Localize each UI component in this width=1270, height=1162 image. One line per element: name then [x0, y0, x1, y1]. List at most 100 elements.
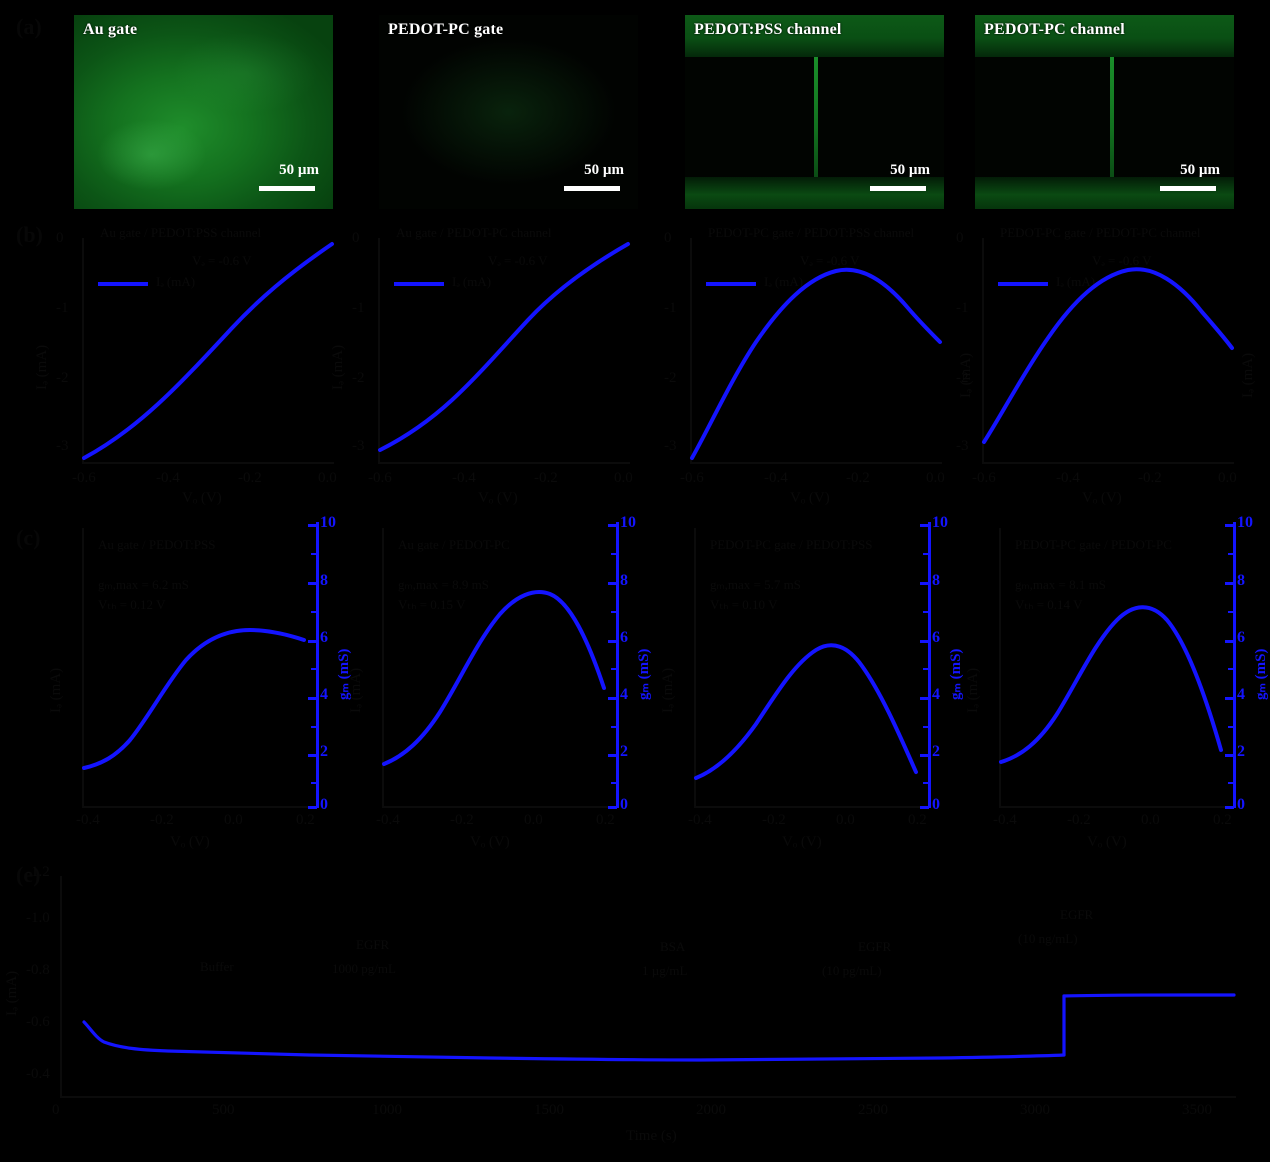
legend-label: Iₔ (mA) — [764, 274, 804, 289]
y-axis-label: Iₔ (mA) — [4, 970, 20, 1016]
plot-title: Au gate / PEDOT-PC — [398, 537, 510, 552]
right-axis-tick — [608, 697, 617, 700]
x-tick-label: -0.6 — [72, 470, 96, 486]
legend-label: Iₔ (mA) — [1056, 274, 1096, 289]
vth-annotation: Vₜₕ = 0.10 V — [710, 597, 778, 612]
x-axis-label: Vₒ (V) — [1087, 834, 1127, 850]
x-tick-label: -0.6 — [368, 470, 392, 486]
right-tick-label: 10 — [1237, 514, 1253, 531]
panel-letter-b: (b) — [16, 222, 43, 247]
y-axis-label: Iₔ (mA) — [348, 667, 364, 713]
right-axis-tick — [920, 524, 929, 527]
right-axis-tick — [920, 754, 929, 757]
channel-stripe — [1110, 57, 1114, 177]
right-tick-label: 6 — [1237, 629, 1245, 646]
plot-title: PEDOT-PC gate / PEDOT:PSS channel — [708, 225, 915, 240]
annotation-bsa-line1: BSA — [660, 939, 686, 954]
x-tick-label: -0.4 — [156, 470, 180, 486]
x-tick-label: -0.2 — [450, 812, 474, 828]
x-axis — [999, 806, 1234, 808]
legend-swatch — [98, 282, 148, 286]
x-tick-label: -0.6 — [972, 470, 996, 486]
channel-pad-left — [975, 57, 1110, 177]
x-tick-label: 0 — [52, 1102, 60, 1118]
micrograph-pedotpc-gate: PEDOT-PC gate 50 µm — [379, 15, 638, 209]
y-tick-label: -1 — [352, 300, 365, 316]
x-tick-label: 0.2 — [296, 812, 315, 828]
y-axis — [999, 528, 1001, 808]
panel-letter-e: (e) — [16, 862, 41, 887]
micrograph-image-pedotpc-gate — [379, 15, 638, 209]
x-tick-label: -0.2 — [762, 812, 786, 828]
channel-pad-left — [685, 57, 814, 177]
transfer-plot-4: PEDOT-PC gate / PEDOT-PC channel Vₔ = -0… — [956, 225, 1256, 506]
micrograph-pedotpss-channel: PEDOT:PSS channel 50 µm — [685, 15, 944, 209]
scalebar-icon — [870, 186, 926, 191]
plot-title: PEDOT-PC gate / PEDOT:PSS — [710, 537, 873, 552]
y-tick-label: 0 — [664, 230, 672, 246]
gm-plot-1: Au gate / PEDOT:PSS gₘ,max = 6.2 mS Vₜₕ … — [48, 514, 352, 850]
gm-curve-svg — [999, 605, 1223, 764]
y-axis-label: Iₔ (mA) — [330, 344, 346, 390]
y-axis — [82, 528, 84, 808]
y-axis — [690, 238, 692, 464]
transfer-curve-svg — [690, 267, 942, 460]
micrograph-au-gate: Au gate 50 µm — [74, 15, 333, 209]
right-tick-label: 6 — [320, 629, 328, 646]
right-axis-tick-minor — [311, 668, 317, 670]
x-tick-label: 3500 — [1182, 1102, 1212, 1118]
right-axis-tick — [1225, 806, 1234, 809]
x-tick-label: -0.2 — [846, 470, 870, 486]
right-tick-label: 10 — [932, 514, 948, 531]
y-tick-label: -3 — [352, 438, 365, 454]
right-axis — [616, 522, 619, 808]
right-axis-tick-minor — [923, 668, 929, 670]
right-axis-tick — [308, 640, 317, 643]
x-tick-label: 0.0 — [318, 470, 337, 486]
bias-note: Vₔ = -0.6 V — [488, 253, 548, 268]
y-tick-label: -2 — [956, 370, 969, 386]
legend-swatch — [706, 282, 756, 286]
right-axis — [316, 522, 319, 808]
x-axis — [690, 462, 942, 464]
right-axis-tick — [1225, 640, 1234, 643]
x-tick-label: 0.0 — [224, 812, 243, 828]
annotation-egfr1-line2: 1000 pg/mL — [332, 961, 396, 976]
x-axis-label: Vₒ (V) — [170, 834, 210, 850]
right-axis-tick-minor — [1228, 782, 1234, 784]
x-tick-label: 2500 — [858, 1102, 888, 1118]
right-axis-tick-minor — [1228, 553, 1234, 555]
right-tick-label: 2 — [620, 743, 628, 760]
right-tick-label: 4 — [620, 686, 628, 703]
channel-pad-right — [818, 57, 944, 177]
gm-max-annotation: gₘ,max = 8.1 mS — [1015, 577, 1106, 592]
y-tick-label: -0.4 — [26, 1066, 50, 1082]
right-axis-tick-minor — [611, 553, 617, 555]
micrograph-pedotpc-channel: PEDOT-PC channel 50 µm — [975, 15, 1234, 209]
right-tick-label: 0 — [1237, 796, 1245, 813]
y-axis — [694, 528, 696, 808]
x-tick-label: -0.2 — [238, 470, 262, 486]
right-axis-tick-minor — [311, 726, 317, 728]
micrograph-caption: PEDOT:PSS channel — [694, 21, 842, 38]
right-axis-label: gₘ (mS) — [636, 648, 652, 700]
gm-curve-svg — [382, 590, 606, 766]
right-tick-label: 8 — [620, 572, 628, 589]
right-axis-tick — [608, 754, 617, 757]
right-axis-tick — [608, 640, 617, 643]
plot-title: Au gate / PEDOT:PSS channel — [100, 225, 262, 240]
right-tick-label: 8 — [1237, 572, 1245, 589]
x-tick-label: 0.2 — [908, 812, 927, 828]
right-axis-label: gₘ (mS) — [948, 648, 964, 700]
x-tick-label: -0.4 — [764, 470, 788, 486]
x-axis-label: Vₒ (V) — [182, 490, 222, 506]
right-axis-tick — [308, 697, 317, 700]
channel-bottom-band — [685, 177, 944, 209]
legend-label: Iₔ (mA) — [452, 274, 492, 289]
plot-title: PEDOT-PC gate / PEDOT-PC — [1015, 537, 1172, 552]
bias-note: Vₔ = -0.6 V — [800, 253, 860, 268]
right-axis-tick — [308, 754, 317, 757]
x-tick-label: 0.2 — [1213, 812, 1232, 828]
x-axis-label: Vₒ (V) — [470, 834, 510, 850]
y-tick-label: -3 — [956, 438, 969, 454]
